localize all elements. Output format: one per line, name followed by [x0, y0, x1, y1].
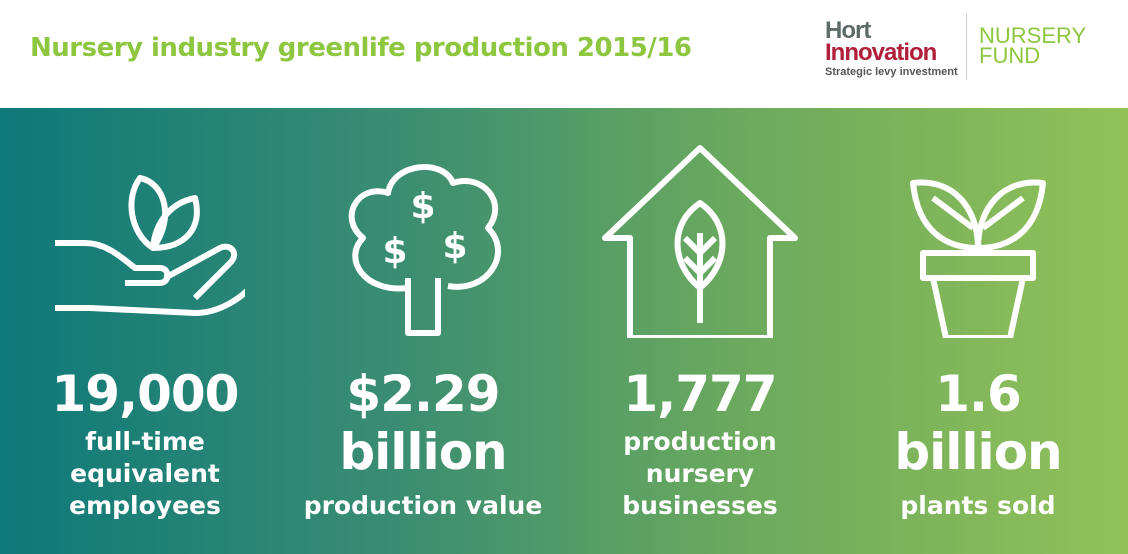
- stat-value: 1,777: [623, 365, 777, 423]
- nursery-fund-logo: NURSERY FUND: [979, 23, 1087, 68]
- stat-label-line: nursery: [645, 459, 755, 488]
- fund-line2: FUND: [979, 43, 1041, 68]
- stat-label-line: plants sold: [900, 491, 1056, 520]
- stat-value: 1.6: [935, 365, 1022, 423]
- stat-label-line: production value: [303, 491, 543, 520]
- header: Nursery industry greenlife production 20…: [0, 0, 1128, 108]
- logo-innovation: Innovation: [825, 39, 937, 66]
- stat-label-big: billion: [894, 423, 1062, 481]
- stat-label-line: full-time: [85, 427, 205, 456]
- hand-leaves-icon: [55, 175, 245, 316]
- svg-text:$: $: [382, 231, 407, 272]
- logo-hort: Hort: [825, 17, 871, 44]
- money-tree-icon: $ $ $: [348, 164, 501, 336]
- stat-value: 19,000: [51, 365, 240, 423]
- fund-line1: NURSERY: [979, 23, 1087, 48]
- page-title: Nursery industry greenlife production 20…: [30, 33, 692, 63]
- potted-plant-icon: [910, 179, 1046, 338]
- stat-label-line: businesses: [622, 491, 778, 520]
- logo-tagline: Strategic levy investment: [825, 66, 958, 78]
- stat-label-line: employees: [69, 491, 221, 520]
- house-leaf-icon: [602, 145, 798, 338]
- stat-label-line: equivalent: [70, 459, 220, 488]
- stats-band: 19,000 full-time equivalent employees $ …: [0, 108, 1128, 554]
- svg-text:$: $: [442, 226, 467, 267]
- stat-value: $2.29: [346, 365, 500, 423]
- hort-innovation-logo: Hort Innovation Strategic levy investmen…: [825, 17, 958, 80]
- stat-label-big: billion: [339, 423, 507, 481]
- stat-label-line: production: [623, 427, 777, 456]
- logo-divider: [966, 14, 967, 80]
- svg-text:$: $: [410, 186, 435, 227]
